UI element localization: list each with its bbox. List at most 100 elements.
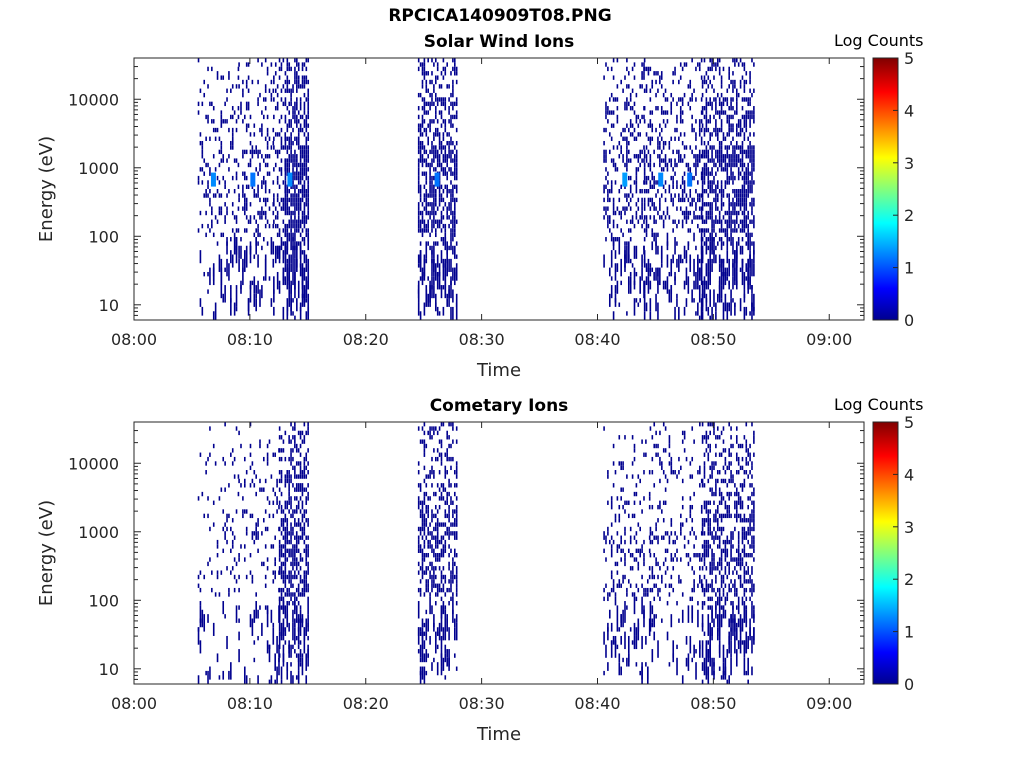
heatmap-cell <box>626 206 628 211</box>
heatmap-cell <box>726 539 729 545</box>
heatmap-cell <box>266 456 269 462</box>
heatmap-cell <box>735 106 738 111</box>
heatmap-cell <box>417 601 420 619</box>
heatmap-cell <box>732 605 734 610</box>
heatmap-cell <box>297 228 300 233</box>
heatmap-cell <box>749 101 751 107</box>
heatmap-cell <box>607 474 609 479</box>
heatmap-cell <box>722 605 725 619</box>
heatmap-cell <box>305 618 308 636</box>
heatmap-cell <box>305 452 308 457</box>
heatmap-cell <box>645 158 648 163</box>
heatmap-cell <box>730 79 732 85</box>
heatmap-cell <box>284 557 287 562</box>
heatmap-cell <box>257 184 259 189</box>
heatmap-cell <box>660 263 663 268</box>
heatmap-cell <box>201 491 204 497</box>
heatmap-cell <box>199 570 202 575</box>
heatmap-cell <box>442 422 445 427</box>
heatmap-cell <box>627 175 630 181</box>
heatmap-cell <box>455 535 458 540</box>
heatmap-cell <box>222 293 225 303</box>
heatmap-cell <box>705 579 708 584</box>
heatmap-cell <box>429 280 431 286</box>
heatmap-cell <box>728 132 730 137</box>
heatmap-cell <box>446 184 448 189</box>
heatmap-cell <box>711 145 713 150</box>
heatmap-cell <box>741 189 744 194</box>
heatmap-cell <box>637 158 640 163</box>
heatmap-cell <box>732 228 734 233</box>
heatmap-cell <box>290 553 292 558</box>
heatmap-cell <box>674 276 676 281</box>
heatmap-cell <box>240 544 242 549</box>
heatmap-cell <box>724 601 727 606</box>
heatmap-cell <box>450 496 452 501</box>
heatmap-cell <box>280 127 283 133</box>
heatmap-cell <box>245 574 248 580</box>
heatmap-cell <box>718 162 721 168</box>
heatmap-cell <box>297 670 300 680</box>
heatmap-cell <box>711 215 713 220</box>
heatmap-cell <box>280 66 283 72</box>
heatmap-cell <box>603 587 605 593</box>
heatmap-cell <box>635 596 638 602</box>
heatmap-cell <box>641 114 643 120</box>
heatmap-cell <box>243 478 246 484</box>
heatmap-cell <box>645 219 648 224</box>
heatmap-cell <box>703 531 706 536</box>
heatmap-cell <box>720 140 723 146</box>
heatmap-cell <box>425 293 428 303</box>
heatmap-cell <box>307 544 309 549</box>
heatmap-cell <box>678 579 680 584</box>
heatmap-cell <box>715 574 717 580</box>
heatmap-cell <box>629 175 632 181</box>
heatmap-cell <box>734 84 736 89</box>
heatmap-cell <box>726 114 729 120</box>
heatmap-cell <box>278 245 281 259</box>
heatmap-cell <box>670 518 673 523</box>
heatmap-cell <box>662 145 665 150</box>
heatmap-cell <box>661 579 663 584</box>
heatmap-cell <box>605 114 607 120</box>
heatmap-cell <box>233 110 236 115</box>
heatmap-cell <box>299 662 302 667</box>
heatmap-cell <box>664 158 667 163</box>
heatmap-cell <box>453 228 456 233</box>
heatmap-cell <box>431 583 433 588</box>
heatmap-cell <box>637 197 640 203</box>
heatmap-cell <box>713 618 715 628</box>
heatmap-cell <box>434 522 437 527</box>
heatmap-cell <box>633 513 636 519</box>
heatmap-cell <box>452 193 454 198</box>
heatmap-cell <box>278 596 281 602</box>
heatmap-cell <box>635 184 638 189</box>
heatmap-cell <box>446 456 448 462</box>
heatmap-cell <box>299 171 302 176</box>
heatmap-cell <box>299 145 302 150</box>
heatmap-cell <box>425 88 428 93</box>
heatmap-cell <box>662 535 665 540</box>
heatmap-cell <box>734 526 736 532</box>
heatmap-cell <box>423 518 426 523</box>
heatmap-cell <box>716 127 719 133</box>
heatmap-cell <box>431 245 433 255</box>
heatmap-cell <box>199 640 202 654</box>
heatmap-cell <box>421 154 424 159</box>
heatmap-cell <box>709 561 711 567</box>
heatmap-cell <box>716 522 719 527</box>
heatmap-cell <box>305 553 308 558</box>
heatmap-cell <box>720 513 723 519</box>
heatmap-cell <box>444 500 447 505</box>
heatmap-cell <box>222 601 225 615</box>
heatmap-cell <box>307 583 309 588</box>
heatmap-cell <box>431 184 433 189</box>
heatmap-cell <box>272 88 275 93</box>
heatmap-cell <box>707 509 710 514</box>
heatmap-cell <box>233 587 236 593</box>
heatmap-cell <box>284 592 287 597</box>
heatmap-cell <box>255 237 257 242</box>
heatmap-cell <box>305 97 308 102</box>
heatmap-cell <box>745 197 748 203</box>
